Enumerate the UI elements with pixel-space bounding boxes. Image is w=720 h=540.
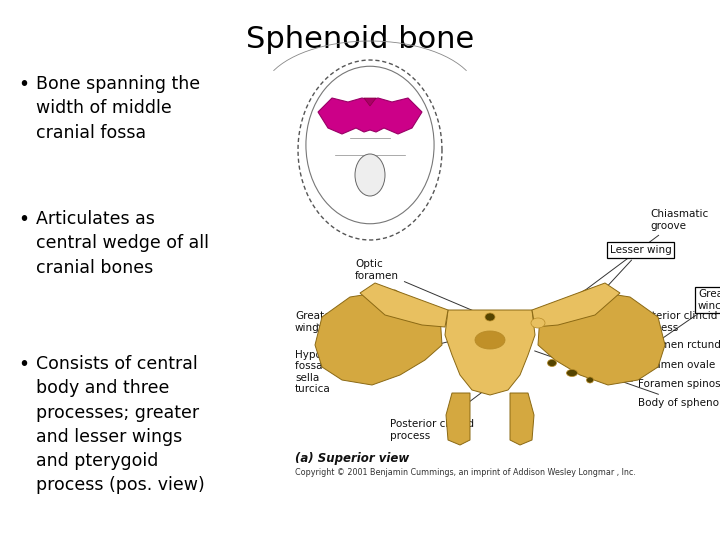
Text: Greater
wing: Greater wing (295, 311, 335, 333)
Polygon shape (532, 283, 620, 327)
Text: Body of sphenoid: Body of sphenoid (535, 351, 720, 408)
Polygon shape (538, 290, 665, 385)
Polygon shape (510, 393, 534, 445)
Text: Chiasmatic
groove: Chiasmatic groove (575, 209, 708, 298)
Ellipse shape (355, 154, 385, 196)
Polygon shape (315, 290, 442, 385)
Text: Bone spanning the
width of middle
cranial fossa: Bone spanning the width of middle crania… (36, 75, 200, 141)
Polygon shape (445, 310, 535, 395)
Text: Posterior clinoid
process: Posterior clinoid process (390, 392, 483, 441)
Text: Greater
winc: Greater winc (662, 289, 720, 339)
Polygon shape (364, 98, 376, 106)
Ellipse shape (567, 369, 577, 376)
Text: Foramen rctundum: Foramen rctundum (558, 340, 720, 361)
Text: •: • (18, 355, 29, 374)
Polygon shape (318, 98, 422, 134)
Text: Foramen spinosum: Foramen spinosum (593, 379, 720, 389)
Text: Hypophyseal
fossa of
sella
turcica: Hypophyseal fossa of sella turcica (295, 341, 452, 394)
Text: Optic
foramen: Optic foramen (355, 259, 485, 316)
Polygon shape (360, 283, 448, 327)
Text: •: • (18, 75, 29, 94)
Text: Consists of central
body and three
processes; greater
and lesser wings
and ptery: Consists of central body and three proce… (36, 355, 204, 495)
Text: (a) Superior view: (a) Superior view (295, 452, 409, 465)
Polygon shape (446, 393, 470, 445)
Text: Lesser wing: Lesser wing (592, 245, 672, 303)
Ellipse shape (531, 318, 545, 328)
Text: Anterior clincid
process: Anterior clincid process (545, 311, 717, 333)
Ellipse shape (587, 377, 593, 383)
Text: •: • (18, 210, 29, 229)
Ellipse shape (485, 313, 495, 321)
Ellipse shape (475, 331, 505, 349)
Ellipse shape (306, 66, 434, 224)
Text: Sphenoid bone: Sphenoid bone (246, 25, 474, 54)
Text: Foramen ovale: Foramen ovale (577, 360, 715, 371)
Ellipse shape (547, 360, 557, 367)
Text: Copyright © 2001 Benjamin Cummings, an imprint of Addison Wesley Longmar , Inc.: Copyright © 2001 Benjamin Cummings, an i… (295, 468, 636, 477)
Text: Articulates as
central wedge of all
cranial bones: Articulates as central wedge of all cran… (36, 210, 209, 276)
